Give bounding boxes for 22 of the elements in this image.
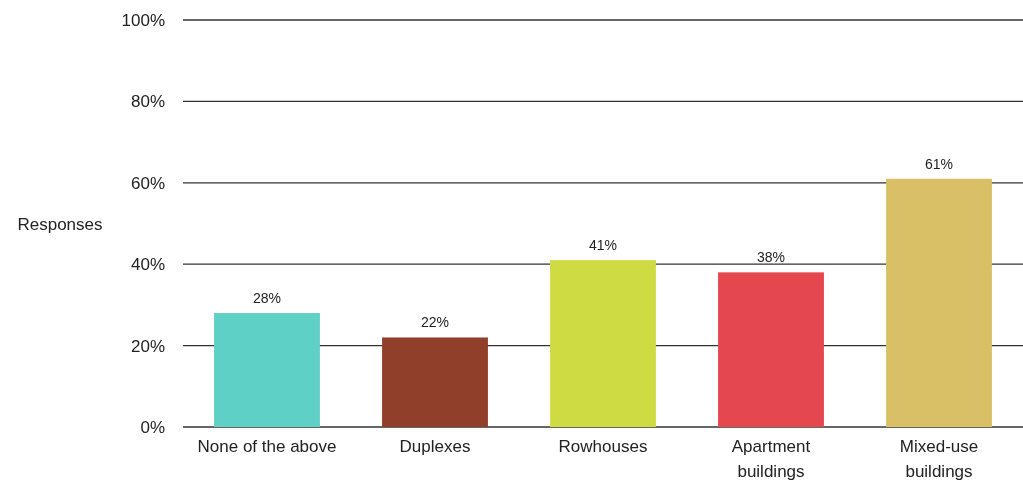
y-tick-label: 20% bbox=[130, 336, 165, 356]
y-tick-label: 0% bbox=[140, 417, 165, 437]
y-tick-label: 40% bbox=[130, 255, 165, 275]
data-label: 22% bbox=[420, 314, 450, 331]
y-axis-title: Responses bbox=[17, 214, 103, 234]
y-tick-label: 100% bbox=[121, 10, 165, 30]
bar bbox=[550, 260, 656, 427]
y-tick-label: 60% bbox=[130, 173, 165, 193]
x-tick-label: Mixed-use buildings bbox=[899, 437, 979, 481]
x-tick-label: Rowhouses bbox=[558, 437, 648, 456]
x-tick-label: None of the above bbox=[197, 437, 337, 456]
data-label: 61% bbox=[924, 155, 954, 172]
x-tick-label: Duplexes bbox=[399, 437, 471, 456]
data-label: 41% bbox=[588, 237, 618, 254]
bar bbox=[718, 272, 824, 427]
x-tick-label: Apartment buildings bbox=[731, 437, 811, 481]
bar bbox=[886, 178, 992, 427]
bar bbox=[214, 313, 320, 427]
data-label: 28% bbox=[252, 290, 282, 307]
data-label: 38% bbox=[756, 249, 786, 266]
y-tick-label: 80% bbox=[130, 92, 165, 112]
bar bbox=[382, 337, 488, 427]
